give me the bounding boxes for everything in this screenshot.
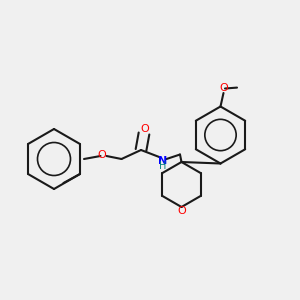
Text: O: O [219,83,228,94]
Text: O: O [177,206,186,217]
Text: O: O [98,149,106,160]
Text: N: N [158,155,167,166]
Text: H: H [159,161,167,171]
Text: O: O [140,124,149,134]
